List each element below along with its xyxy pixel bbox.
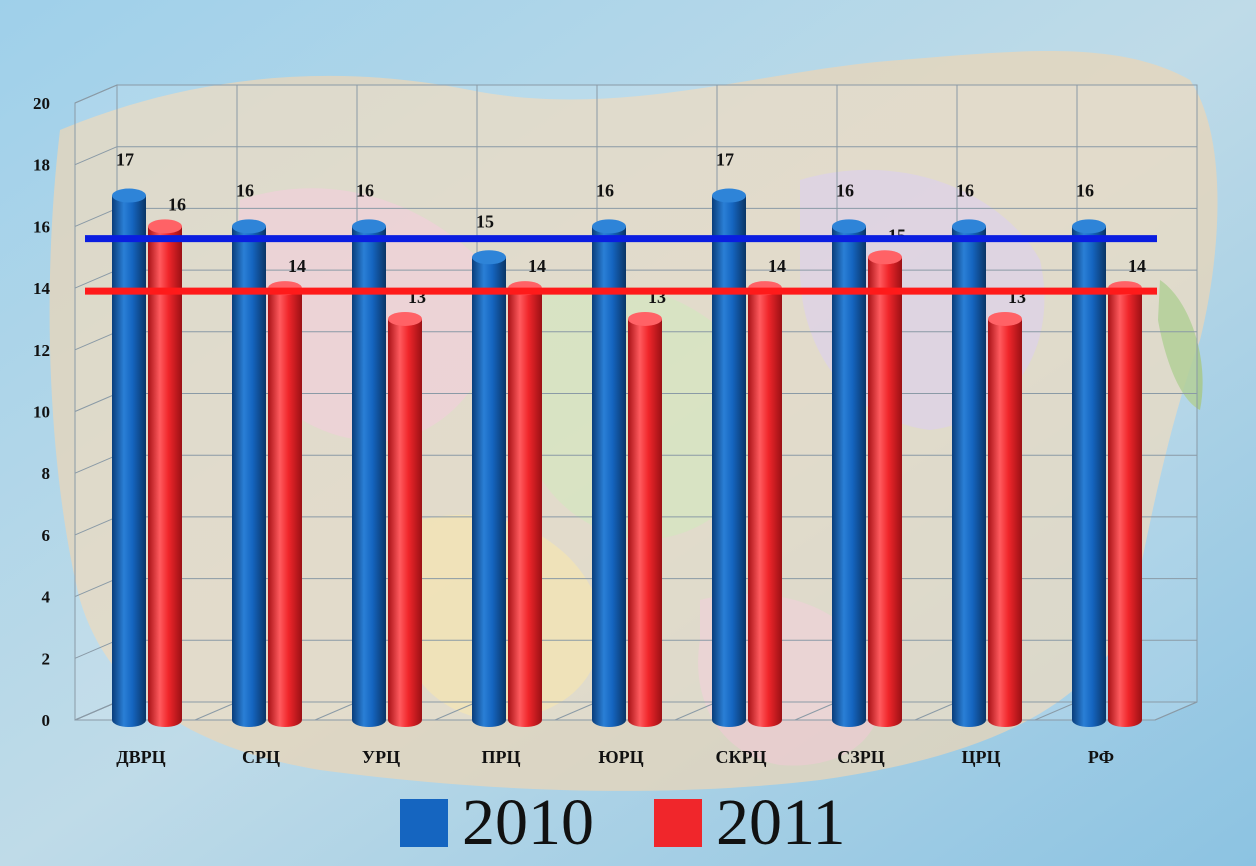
bar-2010-СЗРЦ-top bbox=[832, 219, 866, 234]
data-label-2010: 16 bbox=[596, 180, 614, 200]
bar-2010-ДВРЦ bbox=[112, 195, 146, 727]
bar-2010-ЦРЦ bbox=[952, 226, 986, 727]
bar-2010-УРЦ-top bbox=[352, 219, 386, 234]
data-label-2010: 16 bbox=[836, 180, 854, 200]
data-label-2010: 17 bbox=[116, 150, 134, 170]
legend-item-2011: 2011 bbox=[654, 788, 846, 858]
data-label-2011: 16 bbox=[168, 194, 186, 214]
bar-2010-ЮРЦ bbox=[592, 226, 626, 727]
bar-2011-УРЦ bbox=[388, 318, 422, 727]
data-label-2010: 16 bbox=[236, 180, 254, 200]
x-tick-label: УРЦ bbox=[362, 747, 400, 767]
x-tick-label: ЮРЦ bbox=[598, 747, 643, 767]
data-label-2010: 16 bbox=[1076, 180, 1094, 200]
floor-divider bbox=[794, 701, 838, 721]
bar-2010-СРЦ-top bbox=[232, 219, 266, 234]
bar-2010-СЗРЦ bbox=[832, 226, 866, 727]
gridline-side bbox=[74, 207, 118, 227]
floor-divider bbox=[1154, 701, 1198, 721]
bar-2011-ЮРЦ bbox=[628, 318, 662, 727]
bar-2011-ДВРЦ bbox=[148, 226, 182, 727]
bar-2011-ПРЦ bbox=[508, 288, 542, 727]
data-label-2010: 16 bbox=[356, 180, 374, 200]
x-tick-label: РФ bbox=[1088, 747, 1114, 767]
gridline-side bbox=[74, 393, 118, 412]
x-tick-label: ЦРЦ bbox=[962, 747, 1001, 767]
data-label-2010: 17 bbox=[716, 150, 734, 170]
y-tick-label: 8 bbox=[42, 464, 51, 483]
bar-2011-СЗРЦ bbox=[868, 257, 902, 727]
y-tick-label: 18 bbox=[33, 156, 50, 175]
y-tick-label: 4 bbox=[42, 588, 51, 607]
y-tick-label: 16 bbox=[33, 217, 50, 236]
bar-2010-СКРЦ bbox=[712, 195, 746, 728]
bar-2010-УРЦ bbox=[352, 226, 386, 727]
bar-2011-УРЦ-top bbox=[388, 311, 422, 326]
floor-divider bbox=[434, 701, 478, 721]
bar-2011-ДВРЦ-top bbox=[148, 219, 182, 234]
gridline-side bbox=[74, 516, 118, 536]
bar-2010-ПРЦ bbox=[472, 257, 506, 727]
data-label-2010: 16 bbox=[956, 180, 974, 200]
legend-label-2011: 2011 bbox=[716, 786, 846, 859]
floor-divider bbox=[314, 701, 358, 721]
gridline-side bbox=[74, 578, 118, 598]
y-tick-label: 0 bbox=[42, 711, 51, 730]
x-tick-label: СКРЦ bbox=[715, 747, 766, 767]
bar-2010-СРЦ bbox=[232, 226, 266, 727]
x-tick-label: СРЦ bbox=[242, 747, 280, 767]
floor-divider bbox=[554, 701, 598, 721]
gridline-side bbox=[74, 454, 118, 474]
floor-divider bbox=[74, 701, 118, 721]
legend-item-2010: 2010 bbox=[400, 788, 594, 858]
bar-2010-СКРЦ-top bbox=[712, 188, 746, 203]
gridline-side bbox=[74, 146, 118, 166]
data-label-2010: 15 bbox=[476, 211, 494, 231]
bar-2011-ЦРЦ-top bbox=[988, 311, 1022, 326]
floor-divider bbox=[1034, 701, 1078, 721]
gridline-side bbox=[74, 639, 118, 659]
legend-label-2010: 2010 bbox=[462, 786, 594, 859]
bar-2011-ЮРЦ-top bbox=[628, 311, 662, 326]
bar-2010-ЦРЦ-top bbox=[952, 219, 986, 234]
y-tick-label: 12 bbox=[33, 341, 50, 360]
floor-divider bbox=[674, 701, 718, 721]
bar-2010-ДВРЦ-top bbox=[112, 188, 146, 203]
y-tick-label: 10 bbox=[33, 403, 50, 422]
bar-2011-СКРЦ bbox=[748, 288, 782, 727]
data-label-2011: 14 bbox=[768, 256, 786, 276]
data-label-2011: 14 bbox=[288, 256, 306, 276]
gridline-side bbox=[74, 331, 118, 351]
bar-2010-РФ-top bbox=[1072, 219, 1106, 234]
plot-area: 02468101214161820ДВРЦ1716СРЦ1614УРЦ1613П… bbox=[33, 84, 1198, 767]
bar-2010-ЮРЦ-top bbox=[592, 219, 626, 234]
bar-2010-РФ bbox=[1072, 226, 1106, 727]
bar-2010-ПРЦ-top bbox=[472, 250, 506, 265]
floor-divider bbox=[194, 701, 238, 721]
floor-divider bbox=[914, 701, 958, 721]
x-tick-label: ДВРЦ bbox=[116, 747, 165, 767]
bar-2011-ЦРЦ bbox=[988, 318, 1022, 727]
x-tick-label: ПРЦ bbox=[482, 747, 521, 767]
bar-2011-СЗРЦ-top bbox=[868, 250, 902, 265]
legend-swatch-2011 bbox=[654, 799, 702, 847]
legend: 2010 2011 bbox=[400, 788, 906, 858]
bar-2011-РФ bbox=[1108, 288, 1142, 727]
data-label-2011: 14 bbox=[528, 256, 546, 276]
x-tick-label: СЗРЦ bbox=[837, 747, 885, 767]
y-tick-label: 6 bbox=[42, 526, 51, 545]
y-tick-label: 14 bbox=[33, 279, 51, 298]
bar-2011-СРЦ bbox=[268, 288, 302, 727]
data-label-2011: 14 bbox=[1128, 256, 1146, 276]
y-tick-label: 2 bbox=[42, 649, 51, 668]
gridline-side bbox=[74, 269, 118, 289]
legend-swatch-2010 bbox=[400, 799, 448, 847]
gridline-side bbox=[74, 84, 118, 104]
y-tick-label: 20 bbox=[33, 94, 50, 113]
